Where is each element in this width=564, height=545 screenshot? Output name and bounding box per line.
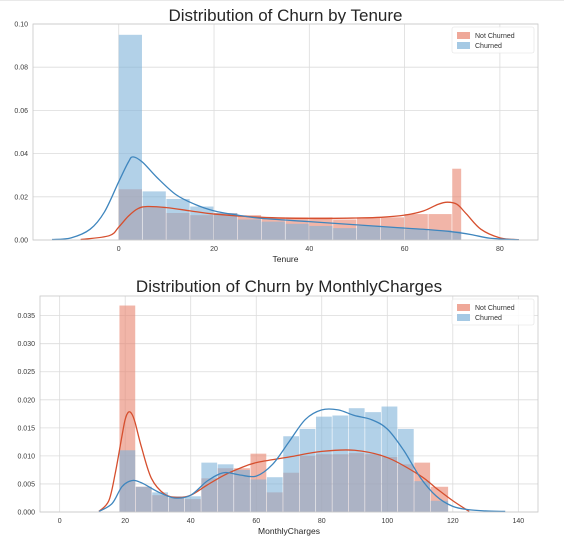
histogram-bar-churned [430,500,449,512]
legend-label-churned: Churned [475,43,502,50]
y-tick-label: 0.025 [17,369,35,376]
histogram-bar-churned [380,227,405,240]
legend-swatch-churned [457,314,470,321]
x-tick-label: 140 [512,518,524,525]
histogram-bar-churned [184,496,201,512]
legend-label-churned: Churned [475,315,502,322]
histogram-bar-churned [237,219,262,240]
y-tick-label: 0.020 [17,397,35,404]
histogram-bar-churned [428,230,452,240]
histogram-bar-churned [316,416,332,512]
legend-swatch-churned [457,42,470,49]
plot-frame [32,23,539,241]
x-tick-label: 80 [318,518,326,525]
x-axis-label: Tenure [273,254,299,262]
kde-line-not-churned [80,201,520,241]
y-tick-label: 0.04 [14,151,28,158]
histogram-bar-churned [397,428,414,512]
histogram-bar-churned [381,406,398,512]
histogram-bar-churned [142,191,166,240]
histogram-bar-churned [152,492,168,512]
histogram-bar-churned [309,225,333,240]
kde-line-churned [98,408,506,513]
histogram-bar-churned [214,213,238,240]
histogram-bar-churned [283,436,300,512]
x-tick-label: 20 [121,518,129,525]
kde-line-churned [51,156,519,241]
monthly-charges-chart: Distribution of Churn by MonthlyCharges 0… [17,277,539,536]
histogram-bar-churned [404,229,428,240]
histogram-bar-churned [266,477,283,512]
histogram-bar-churned [332,415,349,512]
x-tick-label: 20 [210,246,218,253]
histogram-bar-churned [168,496,185,512]
y-tick-label: 0.00 [14,238,28,245]
plot-area [33,24,538,240]
x-tick-label: 120 [447,518,459,525]
x-tick-label: 100 [381,518,393,525]
histogram-bar-churned [365,412,381,512]
histogram-bar-churned [234,469,250,512]
histogram-bar-churned [414,481,431,512]
legend-swatch-not-churned [457,32,470,39]
histogram-bar-churned [190,206,214,240]
histogram-bar-churned [356,225,381,240]
tenure-chart: Distribution of Churn by Tenure 0 20 40 60 80… [14,6,539,262]
y-tick-label: 0.030 [17,341,35,348]
legend-label-not-churned: Not Churned [475,305,515,312]
x-tick-label: 0 [117,246,121,253]
plot-frame [39,295,539,513]
y-tick-label: 0.005 [17,481,35,488]
y-tick-label: 0.08 [14,65,28,72]
y-tick-label: 0.02 [14,194,28,201]
histogram-bar-churned [452,231,462,240]
chart-title: Distribution of Churn by MonthlyCharges [136,277,442,296]
histogram-bar-churned [118,34,142,240]
y-tick-label: 0.010 [17,453,35,460]
histogram-bar-churned [285,223,309,240]
histogram-bar-churned [261,221,285,240]
histogram-bar-churned [135,486,152,512]
histogram-bar-churned [299,428,316,512]
histogram-bar-churned [166,198,190,240]
x-tick-label: 0 [58,518,62,525]
x-tick-label: 40 [187,518,195,525]
chart-title: Distribution of Churn by Tenure [168,6,402,25]
y-tick-label: 0.015 [17,425,35,432]
y-tick-label: 0.06 [14,108,28,115]
histogram-bar-churned [119,450,136,512]
histogram-bar-churned [348,408,365,512]
legend-box [451,298,535,326]
legend-box [451,26,535,54]
legend-swatch-not-churned [457,304,470,311]
legend-label-not-churned: Not Churned [475,33,515,40]
histogram-bar-churned [250,479,267,512]
y-tick-label: 0.000 [17,510,35,517]
y-tick-label: 0.10 [14,22,28,29]
histogram-bar-churned [201,462,218,512]
x-axis-label: MonthlyCharges [258,526,320,536]
x-tick-label: 60 [252,518,260,525]
x-tick-label: 60 [401,246,409,253]
y-tick-label: 0.035 [17,313,35,320]
x-tick-label: 80 [496,246,504,253]
histogram-bar-churned [333,228,357,240]
top-divider [0,0,564,1]
x-tick-label: 40 [305,246,313,253]
